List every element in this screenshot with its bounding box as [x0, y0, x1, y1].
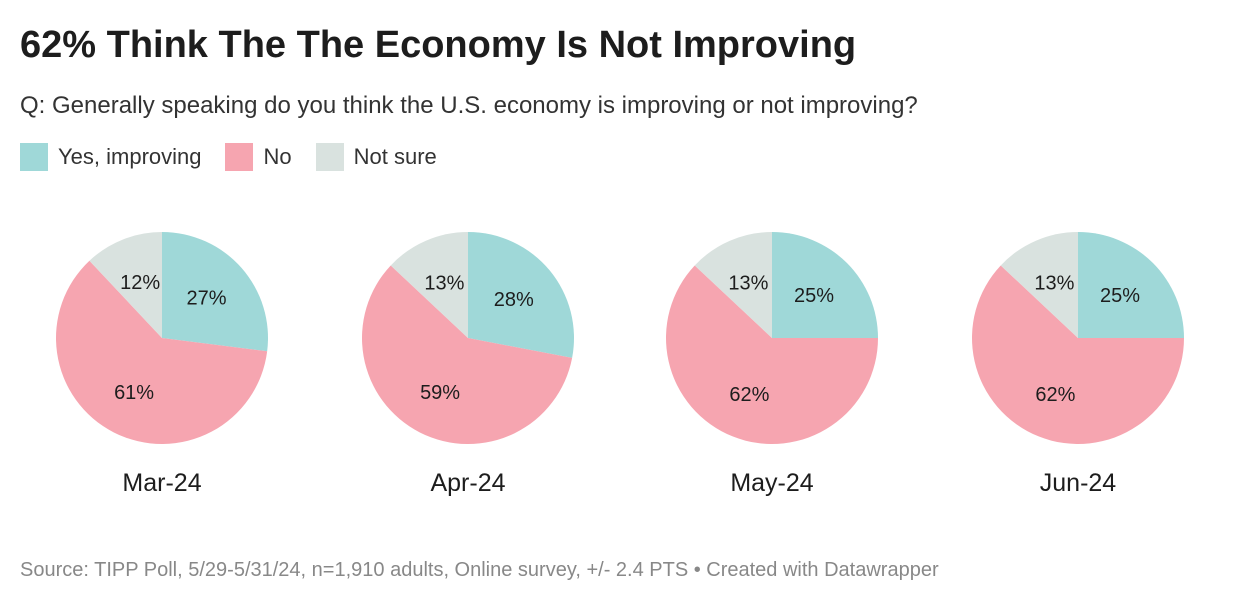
pie-value-label-no: 61%	[114, 382, 154, 404]
chart-title: 62% Think The The Economy Is Not Improvi…	[20, 24, 857, 66]
pie-value-label-yes: 25%	[1100, 285, 1140, 307]
pie-period-label: Jun-24	[1040, 469, 1117, 497]
legend-swatch-yes	[20, 143, 48, 171]
pie-slice-yes	[772, 232, 878, 338]
pie-slice-not-sure	[694, 232, 772, 338]
pie-value-label-not-sure: 13%	[424, 273, 464, 295]
pie-jun-24: 25% 62% 13% Jun-24	[971, 232, 1184, 497]
pie-value-label-not-sure: 13%	[728, 273, 768, 295]
pie-period-label: Mar-24	[122, 469, 201, 497]
pie-value-label-yes: 25%	[794, 285, 834, 307]
legend-item-not-sure: Not sure	[315, 143, 437, 171]
pie-period-label: Apr-24	[430, 469, 505, 497]
pie-apr-24: 28% 59% 13% Apr-24	[361, 232, 574, 497]
legend-label-not-sure: Not sure	[353, 144, 437, 169]
pie-slice-no	[361, 265, 573, 444]
pie-slice-not-sure	[390, 232, 468, 338]
legend-label-yes: Yes, improving	[58, 144, 202, 169]
pie-value-label-no: 62%	[1035, 384, 1075, 406]
legend-swatch-not-sure	[315, 143, 344, 171]
pie-slice-yes	[162, 232, 268, 352]
legend-swatch-no	[225, 143, 254, 171]
legend: Yes, improving No Not sure	[20, 143, 461, 171]
pie-value-label-yes: 28%	[494, 289, 534, 311]
chart-subtitle: Q: Generally speaking do you think the U…	[20, 92, 918, 119]
legend-item-no: No	[225, 143, 292, 171]
pie-slice-yes	[1078, 232, 1184, 338]
legend-item-yes: Yes, improving	[20, 143, 201, 171]
pie-value-label-not-sure: 13%	[1034, 273, 1074, 295]
legend-label-no: No	[263, 144, 292, 169]
pie-slice-not-sure	[1000, 232, 1078, 338]
pie-slice-no	[971, 265, 1184, 445]
pie-may-24: 25% 62% 13% May-24	[666, 232, 878, 497]
pie-mar-24: 27% 61% 12% Mar-24	[55, 232, 268, 497]
pie-slice-yes	[468, 232, 574, 358]
pie-value-label-not-sure: 12%	[120, 272, 160, 294]
pie-period-label: May-24	[730, 469, 813, 497]
pie-value-label-no: 62%	[729, 384, 769, 406]
pie-slice-no	[55, 260, 268, 445]
pie-slice-no	[666, 265, 878, 444]
pie-value-label-no: 59%	[420, 382, 460, 404]
pie-slice-not-sure	[89, 232, 162, 338]
source-note: Source: TIPP Poll, 5/29-5/31/24, n=1,910…	[20, 559, 939, 581]
pie-value-label-yes: 27%	[187, 288, 227, 310]
